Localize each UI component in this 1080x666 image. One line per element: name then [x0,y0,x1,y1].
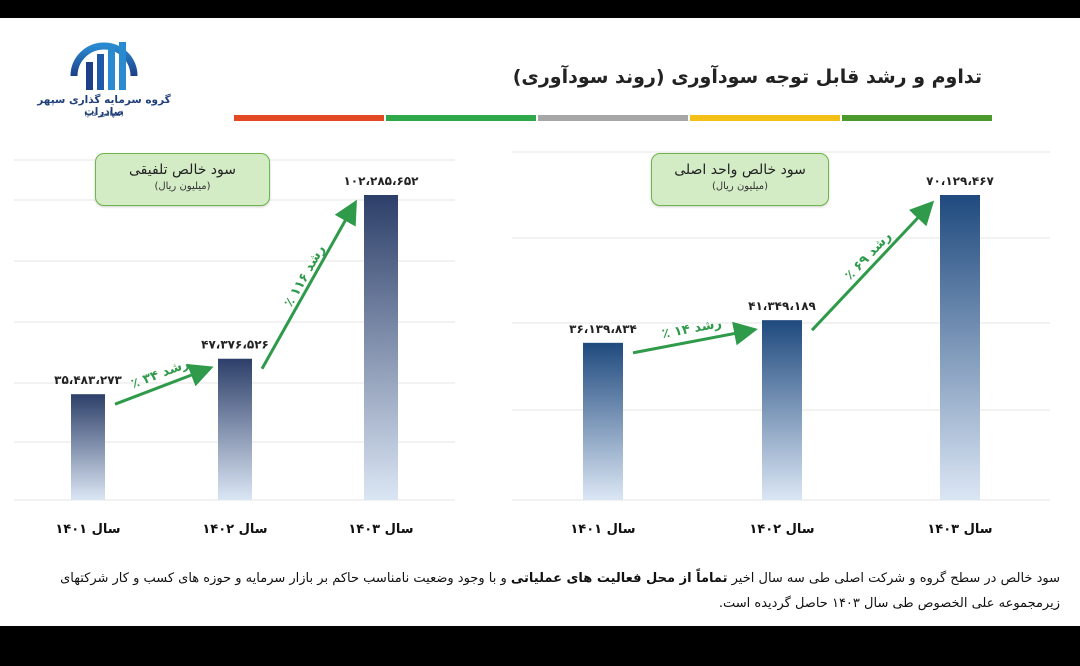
data-label: ۳۶،۱۳۹،۸۳۴ [569,322,637,336]
category-label: سال ۱۴۰۱ [55,522,120,537]
caption-bold: تماماً از محل فعالیت های عملیاتی [510,571,728,586]
growth-arrow [260,199,357,370]
category-label: سال ۱۴۰۳ [927,522,992,537]
page-title: تداوم و رشد قابل توجه سودآوری (روند سودآ… [512,66,982,88]
chart-unit: (میلیون ریال) [154,181,211,192]
logo-subtitle: (سهامی عام) [84,110,124,118]
bar [364,195,398,500]
chart-parent-company: ۳۶،۱۳۹،۸۳۴ سال ۱۴۰۱ ۴۱،۳۴۹،۱۸۹ سال ۱۴۰۲ ۷۰،۱… [512,151,1050,537]
caption-part2: و با وجود وضعیت نامناسب حاکم بر بازار سر… [60,571,1060,611]
bar [583,342,623,500]
chart-title: سود خالص تلفیقی [128,162,237,178]
slide: گروه سرمایه گذاری سپهر صادرات (سهامی عام… [0,18,1080,626]
caption-part1: سود خالص در سطح گروه و شرکت اصلی طی سه س… [727,571,1060,586]
caption-text: سود خالص در سطح گروه و شرکت اصلی طی سه س… [20,566,1060,616]
growth-arrow [810,200,935,332]
category-label: سال ۱۴۰۳ [348,522,413,537]
growth-arrow [114,363,214,406]
category-label: سال ۱۴۰۲ [202,522,267,537]
logo-name: گروه سرمایه گذاری سپهر صادرات [37,94,171,118]
logo-icon [70,42,138,90]
color-stripe [234,115,384,121]
chart-consolidated: ۳۵،۴۸۳،۲۷۳ سال ۱۴۰۱ ۴۷،۳۷۶،۵۲۶ سال ۱۴۰۲ ۱۰۲،… [14,159,455,537]
bar [218,358,252,500]
growth-label: رشد ۶۹ ٪ [842,229,895,283]
data-label: ۱۰۲،۲۸۵،۶۵۲ [343,174,419,188]
chart-title-box-parent: سود خالص واحد اصلی (میلیون ریال) [651,153,829,206]
company-logo: گروه سرمایه گذاری سپهر صادرات (سهامی عام… [24,24,184,124]
chart-title: سود خالص واحد اصلی [674,162,806,178]
data-label: ۷۰،۱۲۹،۴۶۷ [926,174,994,188]
data-label: ۳۵،۴۸۳،۲۷۳ [54,373,122,387]
chart-unit: (میلیون ریال) [711,181,769,192]
data-label: ۴۷،۳۷۶،۵۲۶ [201,338,269,352]
color-stripe [842,115,992,121]
chart-title-box-consolidated: سود خالص تلفیقی (میلیون ریال) [95,153,270,206]
bar [762,320,802,500]
category-label: سال ۱۴۰۲ [749,522,814,537]
category-label: سال ۱۴۰۱ [570,522,635,537]
color-stripe [386,115,536,121]
color-stripe [538,115,688,121]
bar [940,195,980,500]
bar [71,394,105,500]
growth-arrow [632,321,758,355]
color-stripe [690,115,840,121]
data-label: ۴۱،۳۴۹،۱۸۹ [748,299,816,313]
